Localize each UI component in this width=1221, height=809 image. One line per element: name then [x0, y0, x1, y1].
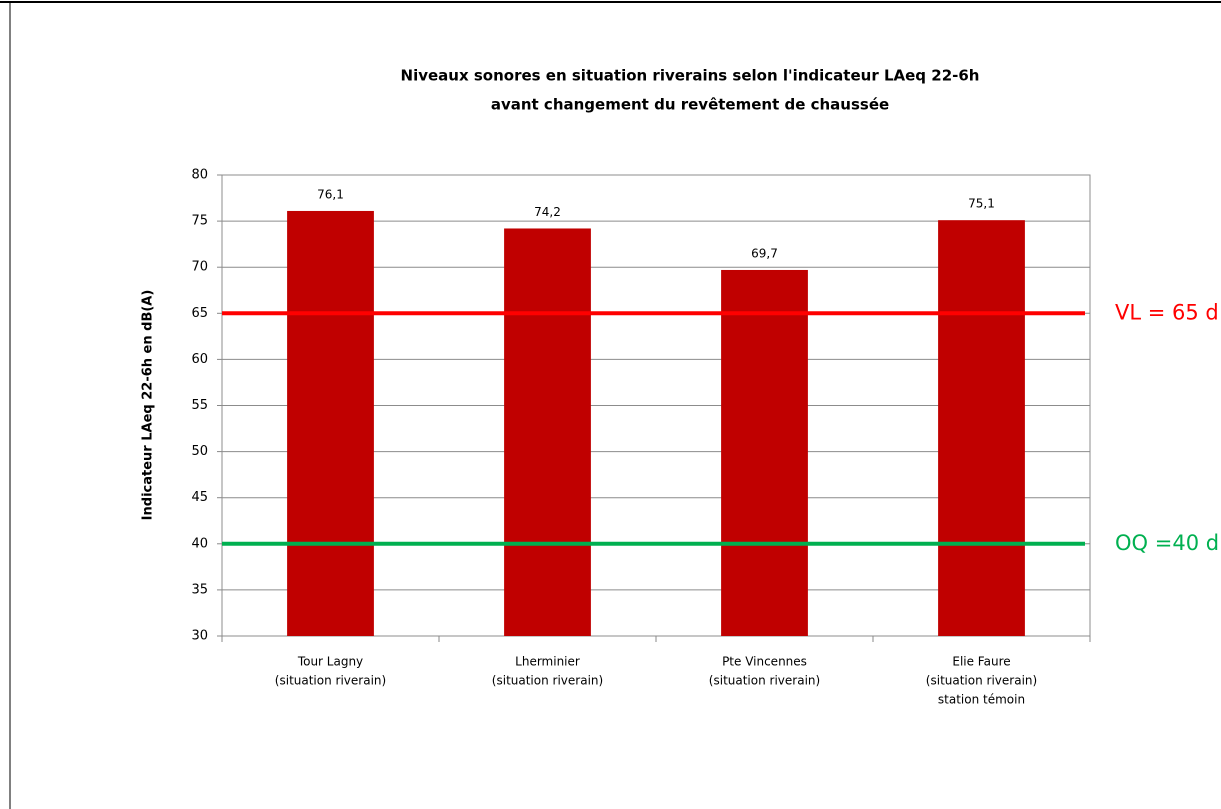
bar	[504, 228, 591, 636]
y-tick-label: 50	[191, 444, 208, 459]
x-tick-label: (situation riverain)	[709, 674, 820, 688]
data-label: 74,2	[534, 205, 561, 219]
chart-title: Niveaux sonores en situation riverains s…	[401, 67, 980, 85]
reference-label: OQ =40 d	[1115, 531, 1219, 555]
y-tick-label: 40	[191, 536, 208, 551]
y-tick-label: 35	[191, 582, 208, 597]
y-axis-label: Indicateur LAeq 22-6h en dB(A)	[141, 290, 156, 521]
x-tick-label: station témoin	[938, 693, 1025, 707]
y-tick-label: 75	[191, 214, 208, 229]
y-tick-label: 65	[191, 306, 208, 321]
y-tick-label: 30	[191, 629, 208, 644]
bar	[721, 269, 808, 636]
x-tick-label: Tour Lagny	[297, 655, 363, 669]
bar	[287, 210, 374, 636]
x-tick-label: (situation riverain)	[926, 674, 1037, 688]
data-label: 76,1	[317, 187, 344, 201]
reference-label: VL = 65 d	[1115, 300, 1219, 324]
x-tick-label: (situation riverain)	[275, 674, 386, 688]
x-tick-label: (situation riverain)	[492, 674, 603, 688]
x-tick-label: Pte Vincennes	[722, 655, 807, 669]
chart-title: avant changement du revêtement de chauss…	[491, 96, 889, 114]
x-tick-label: Lherminier	[515, 655, 580, 669]
y-tick-label: 70	[191, 260, 208, 275]
x-tick-label: Elie Faure	[952, 655, 1010, 669]
y-tick-label: 45	[191, 490, 208, 505]
bar	[938, 220, 1025, 637]
data-label: 75,1	[968, 197, 995, 211]
data-label: 69,7	[751, 246, 778, 260]
y-tick-label: 80	[191, 168, 208, 183]
y-tick-label: 60	[191, 352, 208, 367]
y-tick-label: 55	[191, 398, 208, 413]
